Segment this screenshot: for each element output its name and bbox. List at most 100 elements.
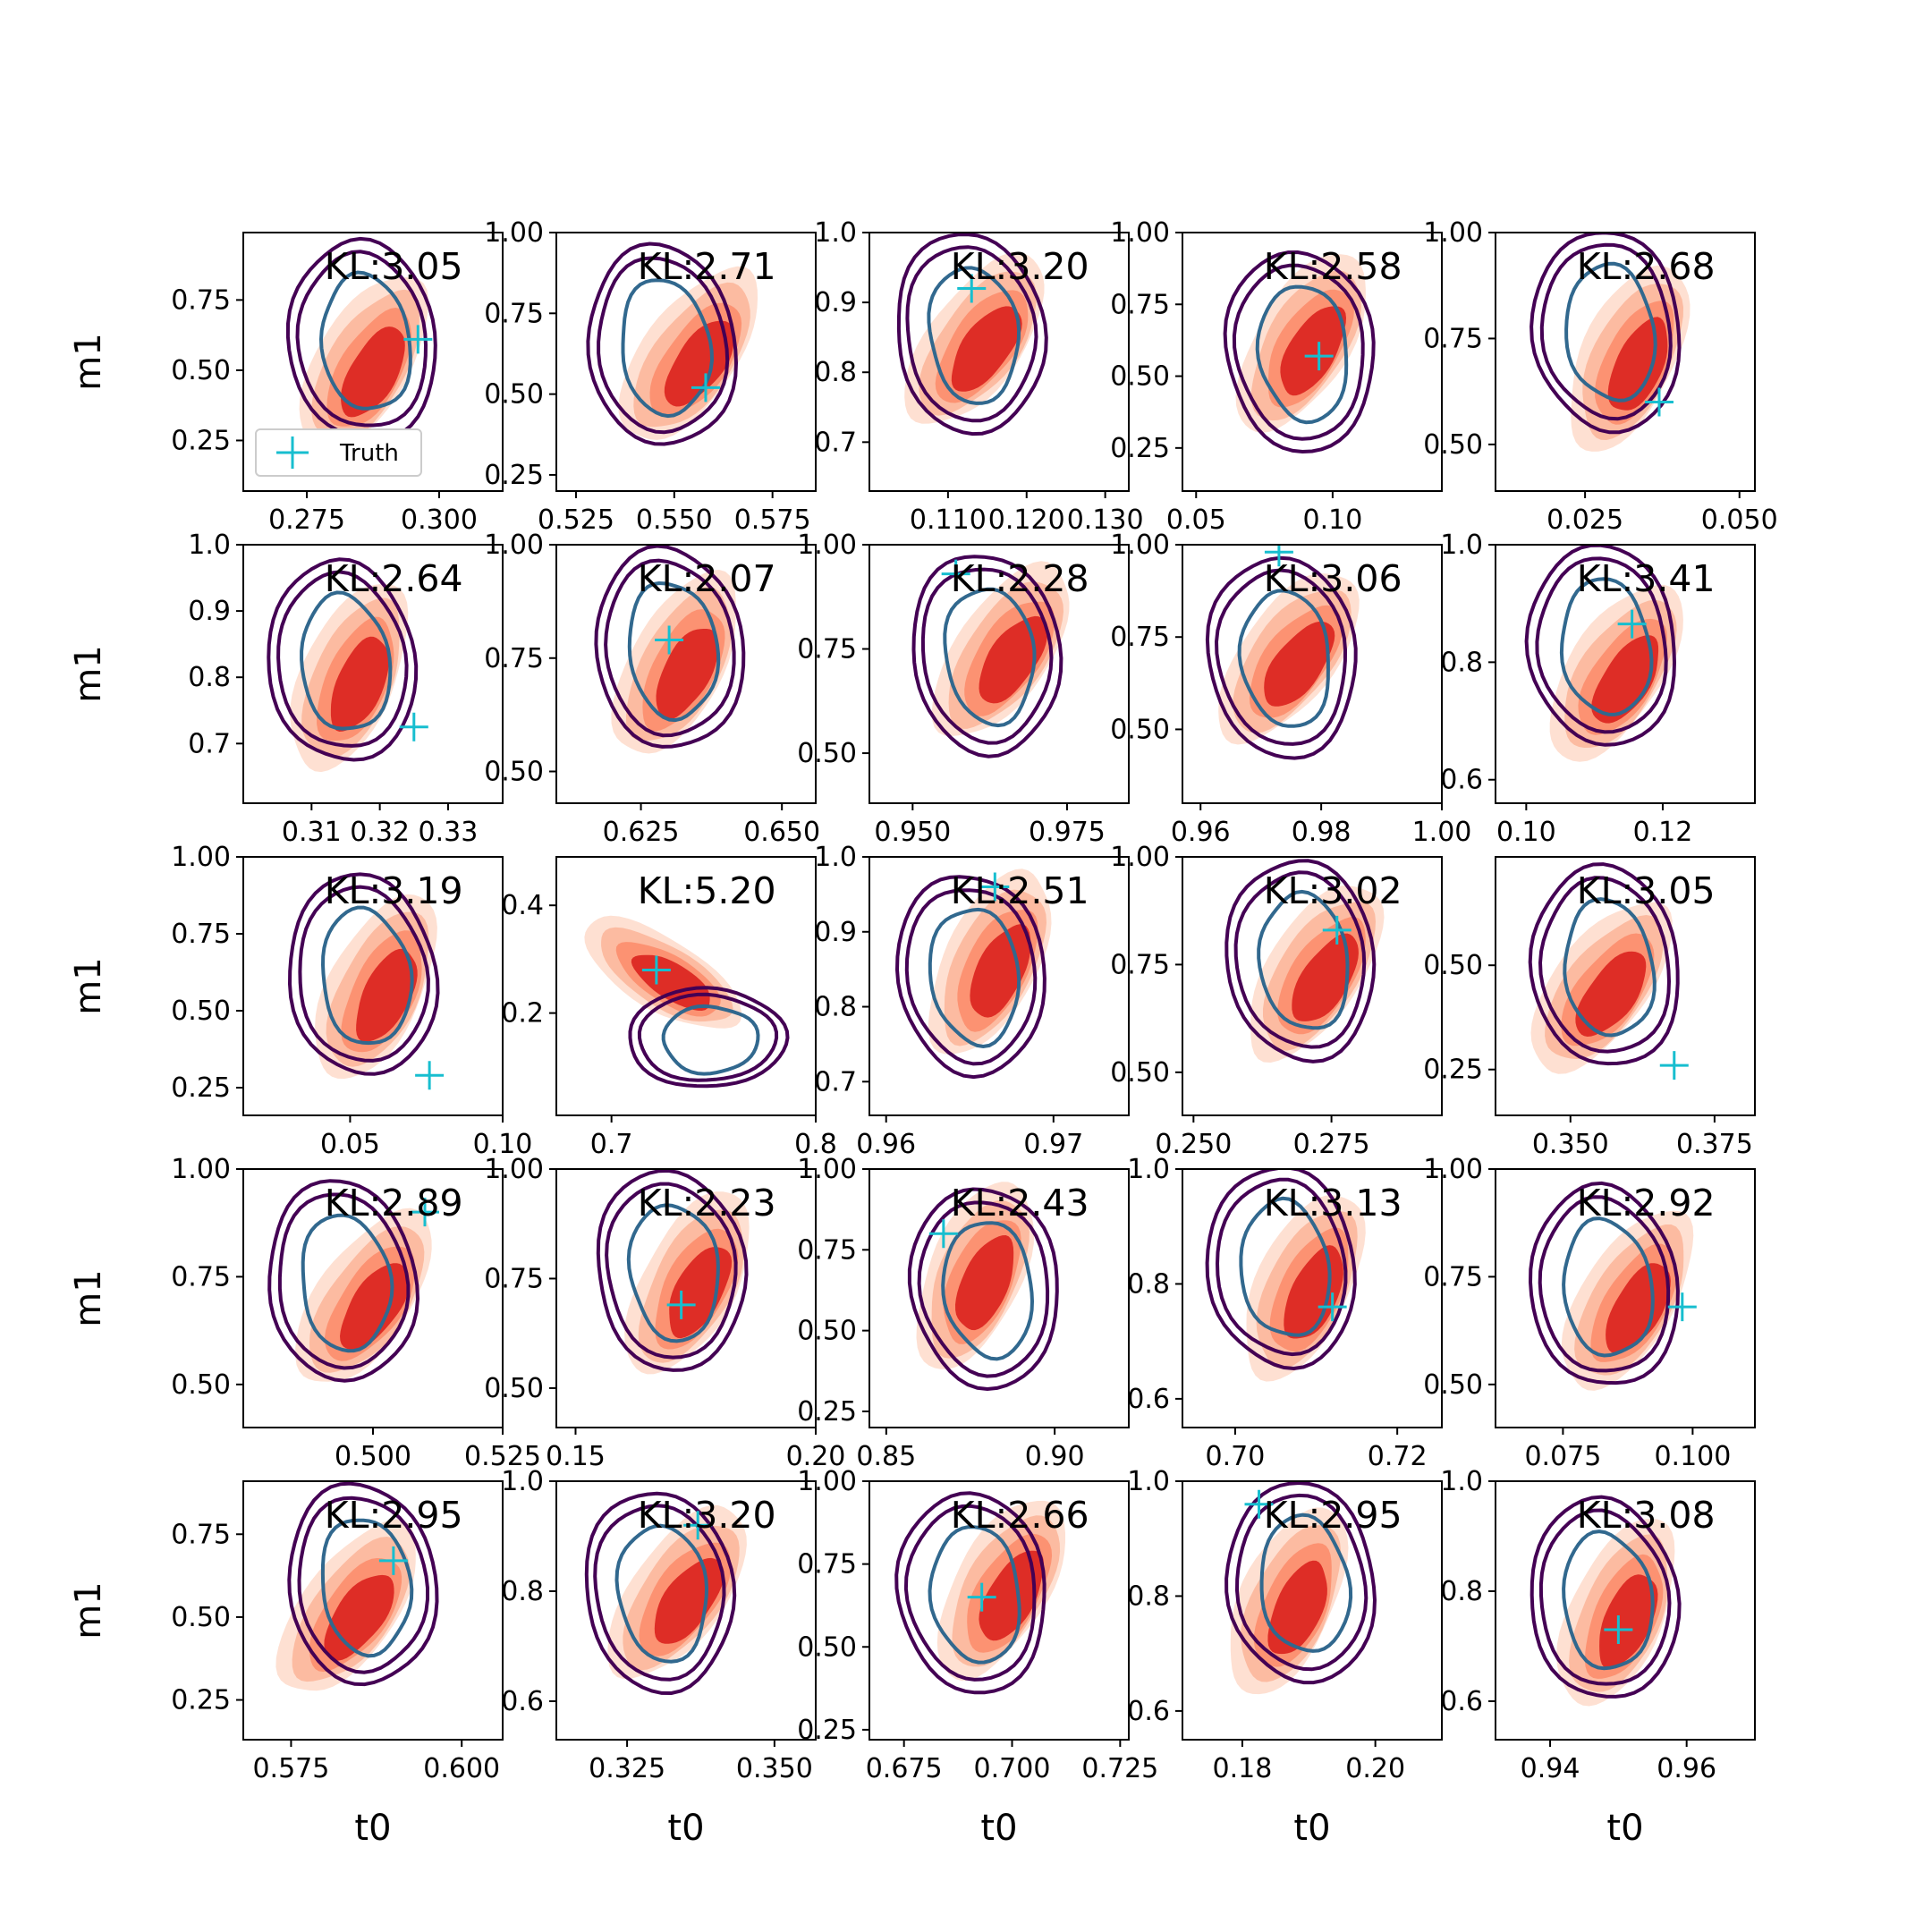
kl-title: KL:2.28: [951, 557, 1089, 600]
plot-area: [1224, 1481, 1377, 1695]
axes-frame: [555, 856, 817, 1116]
y-tick-label: 1.00: [484, 530, 544, 561]
x-tick-label: 0.550: [636, 504, 713, 536]
legend-truth-marker: [276, 436, 309, 469]
y-tick-label: 0.4: [501, 890, 544, 921]
density-level: [1575, 951, 1647, 1037]
y-axis-label: m1: [68, 333, 109, 390]
contour-inner: [320, 905, 414, 1046]
plot-area: [1205, 1169, 1366, 1382]
x-tick-label: 0.10: [1302, 504, 1362, 536]
x-tick-label: 0.8: [794, 1129, 837, 1160]
y-tick-label: 0.75: [797, 1234, 857, 1266]
y-tick-label: 0.75: [1110, 622, 1170, 653]
x-axis-label: t0: [667, 1808, 704, 1849]
density-level: [330, 636, 389, 732]
contour-middle: [1535, 556, 1668, 734]
plot-area: [1224, 859, 1385, 1063]
panel: 0.025 0.050 0.50 0.75 1.00 KL:2.68: [1423, 217, 1777, 536]
contour-outer: [1223, 250, 1376, 454]
x-tick-label: 0.975: [1029, 817, 1106, 848]
truth-marker: [1244, 1489, 1274, 1519]
y-tick-label: 0.8: [1440, 647, 1483, 678]
plot-area: [287, 872, 445, 1090]
contour-middle: [277, 1192, 411, 1370]
y-axis-label: m1: [68, 645, 109, 702]
contour-middle: [1538, 1195, 1671, 1373]
x-tick-label: 0.250: [1155, 1129, 1232, 1160]
x-tick-label: 0.120: [988, 504, 1065, 536]
axes-frame: [869, 544, 1130, 804]
density-level: [951, 306, 1022, 392]
contour-outer: [596, 1169, 749, 1372]
axes-frame: [1182, 232, 1443, 492]
x-tick-label: 0.025: [1546, 504, 1623, 536]
y-tick-label: 0.75: [1110, 949, 1170, 980]
panel: 0.250 0.275 0.50 0.75 1.00 KL:3.02: [1110, 842, 1443, 1160]
plot-area: [267, 557, 428, 773]
y-tick-label: 0.8: [814, 357, 857, 388]
panel: 0.96 0.97 0.7 0.8 0.9 1.0 KL:2.51: [814, 842, 1130, 1160]
contour-middle: [905, 245, 1038, 423]
plot-area: [596, 1169, 750, 1375]
y-tick-label: 1.0: [1440, 530, 1483, 561]
contour-outer: [1528, 862, 1680, 1066]
x-tick-label: 0.05: [320, 1129, 380, 1160]
kl-title: KL:3.06: [1264, 557, 1402, 600]
truth-marker: [1318, 1292, 1347, 1322]
density-level: [955, 1235, 1014, 1331]
kl-title: KL:2.64: [325, 557, 463, 600]
y-tick-label: 1.00: [1110, 842, 1170, 873]
axes-frame: [869, 232, 1130, 492]
axes-frame: [242, 1480, 504, 1741]
x-tick-label: 0.15: [546, 1441, 606, 1472]
y-tick-label: 0.25: [1423, 1055, 1483, 1086]
x-tick-label: 0.94: [1521, 1753, 1580, 1784]
y-tick-label: 0.50: [484, 379, 544, 411]
kl-title: KL:5.20: [638, 869, 776, 912]
contour-middle: [1233, 870, 1367, 1049]
kl-title: KL:3.20: [951, 245, 1089, 288]
contour-middle: [604, 558, 736, 738]
x-tick-label: 0.275: [268, 504, 345, 536]
truth-marker: [1304, 342, 1334, 371]
x-tick-label: 0.96: [1657, 1753, 1716, 1784]
contour-inner: [626, 1203, 720, 1343]
y-tick-label: 1.00: [797, 1466, 857, 1497]
kl-title: KL:3.05: [325, 245, 463, 288]
x-tick-label: 0.70: [1206, 1441, 1266, 1472]
panel: 0.525 0.550 0.575 0.25 0.50 0.75 1.00 KL:2.71: [484, 217, 817, 536]
y-tick-label: 1.00: [1110, 530, 1170, 561]
y-tick-label: 0.50: [171, 1602, 231, 1633]
plot-area: [267, 1179, 439, 1383]
panel: 0.500 0.525 0.50 0.75 1.00 KL:2.89 m1: [68, 1154, 541, 1472]
contour-outer: [267, 1179, 420, 1383]
kl-title: KL:3.20: [638, 1494, 776, 1537]
x-tick-label: 0.10: [473, 1129, 533, 1160]
x-tick-label: 0.325: [589, 1753, 665, 1784]
kl-title: KL:2.92: [1577, 1182, 1716, 1224]
contour-middle: [1215, 1177, 1348, 1357]
x-tick-label: 0.130: [1067, 504, 1144, 536]
density-level: [1607, 317, 1668, 411]
density-level: [1267, 1560, 1327, 1655]
truth-marker: [967, 1582, 996, 1612]
contour-middle: [917, 1200, 1050, 1378]
contour-middle: [1214, 568, 1348, 746]
plot-area: [1528, 1181, 1697, 1391]
contour-middle: [276, 570, 409, 748]
contour-outer: [896, 233, 1048, 436]
axes-frame: [555, 544, 817, 804]
contour-outer: [287, 1481, 439, 1687]
axes-frame: [555, 1480, 817, 1741]
y-tick-label: 1.00: [484, 1154, 544, 1185]
contour-outer: [584, 1491, 737, 1696]
panel: 0.075 0.100 0.50 0.75 1.00 KL:2.92: [1423, 1154, 1756, 1472]
kl-title: KL:3.08: [1577, 1494, 1716, 1537]
y-tick-label: 0.75: [171, 284, 231, 316]
truth-marker: [980, 872, 1010, 902]
y-tick-label: 1.0: [814, 217, 857, 249]
kl-title: KL:2.07: [638, 557, 776, 600]
truth-marker: [415, 1061, 445, 1090]
contour-middle: [1234, 1493, 1368, 1672]
